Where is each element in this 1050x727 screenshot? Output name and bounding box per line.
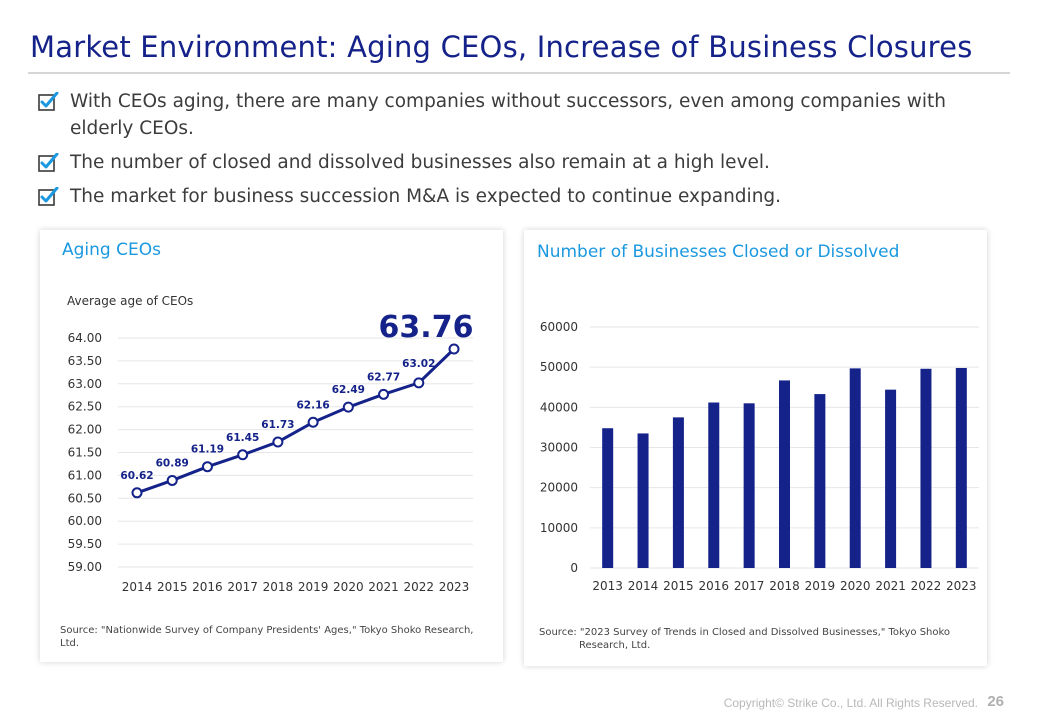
x-tick-label: 2022 (404, 580, 435, 594)
x-tick-label: 2017 (227, 580, 258, 594)
copyright: Copyright© Strike Co., Ltd. All Rights R… (723, 696, 978, 710)
aging-ceos-line-chart: Average age of CEOs 59.00 59.50 60.00 60.50 6… (67, 294, 474, 594)
data-point (237, 449, 249, 461)
data-point (413, 377, 425, 389)
checkbox-checked-icon (38, 149, 60, 176)
data-label: 62.49 (332, 384, 365, 396)
x-tick-label: 2018 (263, 580, 294, 594)
x-tick-label: 2019 (298, 580, 329, 594)
y-tick-label: 63.50 (68, 354, 102, 368)
panel-title: Aging CEOs (62, 240, 161, 260)
data-point (378, 388, 390, 400)
data-point (272, 436, 284, 448)
x-tick-label: 2016 (192, 580, 223, 594)
y-tick-label: 61.50 (68, 446, 102, 460)
series-line (136, 347, 456, 495)
bar (708, 402, 720, 568)
data-point (166, 474, 178, 486)
x-tick-label: 2016 (698, 579, 729, 593)
x-tick-label: 2014 (122, 580, 153, 594)
bullet-item: The number of closed and dissolved busin… (38, 149, 1008, 176)
highlight-data-label: 63.76 (379, 310, 474, 345)
x-tick-label: 2021 (875, 579, 906, 593)
y-tick-label: 62.00 (68, 423, 102, 437)
y-tick-label: 64.00 (68, 331, 102, 345)
bar (885, 389, 897, 568)
y-tick-label: 60000 (540, 320, 578, 334)
y-tick-label: 61.00 (68, 468, 102, 482)
y-tick-label: 50000 (540, 360, 578, 374)
bar (779, 380, 790, 568)
data-point (342, 401, 354, 413)
data-point (131, 487, 143, 499)
page-title: Market Environment: Aging CEOs, Increase… (30, 30, 973, 64)
bullet-text: The market for business succession M&A i… (70, 186, 782, 207)
y-tick-label: 10000 (540, 521, 578, 535)
data-point (448, 343, 460, 355)
panel-title: Number of Businesses Closed or Dissolved (537, 242, 900, 262)
data-point (201, 461, 213, 473)
bullet-item: The market for business succession M&A i… (38, 183, 1008, 210)
x-tick-label: 2015 (157, 580, 188, 594)
data-label: 62.16 (297, 399, 330, 411)
data-label: 60.89 (156, 457, 189, 469)
y-axis-title: Average age of CEOs (67, 294, 193, 308)
x-tick-label: 2023 (439, 580, 470, 594)
closures-panel: Number of Businesses Closed or Dissolved… (524, 230, 987, 666)
data-label: 61.19 (191, 444, 224, 456)
data-label: 61.45 (226, 432, 259, 444)
source-text: Source: "2023 Survey of Trends in Closed… (539, 627, 951, 651)
x-tick-label: 2015 (663, 579, 694, 593)
bar (849, 368, 861, 568)
data-label: 62.77 (367, 371, 400, 383)
bar (672, 417, 684, 568)
title-divider (28, 72, 1010, 74)
bar (920, 368, 932, 568)
page-number: 26 (987, 693, 1004, 710)
y-tick-label: 60.50 (68, 491, 102, 505)
bar (743, 403, 755, 568)
bullet-list: With CEOs aging, there are many companie… (38, 88, 1008, 217)
x-tick-label: 2018 (769, 579, 800, 593)
y-tick-label: 59.50 (68, 537, 102, 551)
y-tick-label: 63.00 (68, 377, 102, 391)
x-tick-label: 2022 (911, 579, 942, 593)
y-tick-label: 0 (570, 561, 578, 575)
x-tick-label: 2020 (840, 579, 871, 593)
x-tick-label: 2014 (628, 579, 659, 593)
y-tick-label: 59.00 (68, 560, 102, 574)
bullet-text: With CEOs aging, there are many companie… (70, 91, 946, 139)
closures-bar-chart: 0 10000 20000 30000 40000 50000 60000 2013 2014 2… (540, 320, 979, 593)
checkbox-checked-icon (38, 183, 60, 210)
x-tick-label: 2021 (368, 580, 399, 594)
data-label: 61.73 (261, 419, 294, 431)
bar (814, 394, 826, 568)
y-tick-label: 20000 (540, 481, 578, 495)
y-tick-label: 60.00 (68, 514, 102, 528)
data-label: 60.62 (120, 470, 153, 482)
aging-ceos-panel: Aging CEOs Average age of CEOs 59.00 59.50… (40, 230, 503, 662)
bar (637, 433, 649, 568)
bullet-text: The number of closed and dissolved busin… (70, 152, 770, 173)
bar (602, 428, 614, 568)
data-label: 63.02 (402, 358, 435, 370)
y-tick-label: 62.50 (68, 400, 102, 414)
x-tick-label: 2017 (734, 579, 765, 593)
x-tick-label: 2020 (333, 580, 364, 594)
checkbox-checked-icon (38, 88, 60, 115)
data-point (307, 416, 319, 428)
x-tick-label: 2019 (805, 579, 836, 593)
x-tick-label: 2023 (946, 579, 977, 593)
x-tick-label: 2013 (592, 579, 623, 593)
bar (955, 367, 967, 568)
y-tick-label: 40000 (540, 400, 578, 414)
y-tick-label: 30000 (540, 441, 578, 455)
source-note: Source: "2023 Survey of Trends in Closed… (539, 626, 959, 652)
source-note: Source: "Nationwide Survey of Company Pr… (60, 625, 474, 649)
bullet-item: With CEOs aging, there are many companie… (38, 88, 1008, 142)
